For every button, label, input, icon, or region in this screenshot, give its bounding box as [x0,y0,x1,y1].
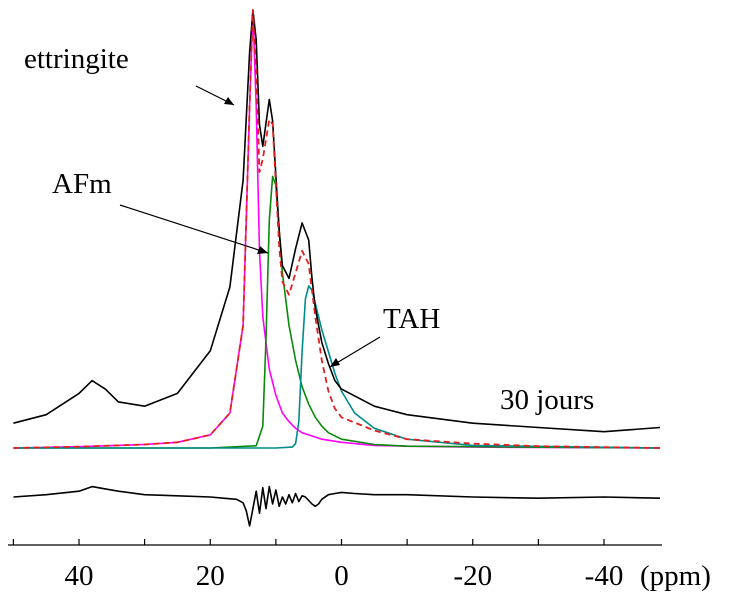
annotation-afm-arrow [119,204,269,254]
series-line-tah [13,285,661,449]
arrowhead-icon [257,246,268,254]
x-tick-label: 40 [65,560,94,592]
x-tick-label: -40 [585,560,624,592]
annotation-afm-text: AFm [52,168,112,200]
annotation-ettringite-text: ettringite [24,43,129,75]
annotation-afm: AFm [52,168,269,254]
annotation-ettringite: ettringite [24,43,235,106]
series-line-ettringite [13,9,661,449]
series-line-fit-total [13,9,661,449]
series-layer [13,9,661,527]
arrowhead-icon [224,97,234,105]
annotation-tah-arrow [329,336,381,368]
series-line-afm [13,175,661,449]
arrowhead-icon [330,358,340,367]
annotation-tah: TAH [329,303,440,368]
x-tick-label: -20 [453,560,492,592]
x-tick-label: 20 [196,560,225,592]
x-axis-tick-labels: 40 20 0 -20 -40 [65,560,624,592]
x-axis-ticks [12,539,605,545]
x-axis-label: (ppm) [640,560,711,592]
x-tick-label: 0 [334,560,349,592]
annotation-tah-text: TAH [383,303,440,335]
annotation-30-jours: 30 jours [500,384,594,416]
series-line-residual [13,485,661,527]
